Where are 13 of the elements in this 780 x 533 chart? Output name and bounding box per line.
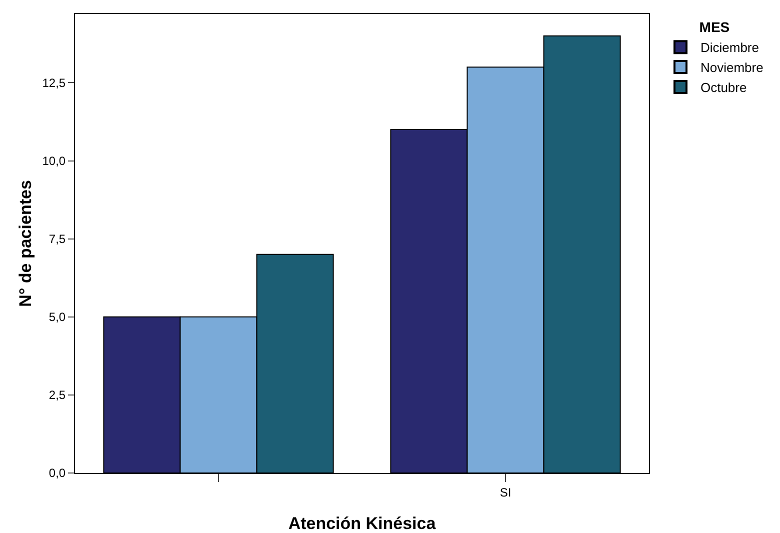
y-tick-label: 7,5 [48,232,66,246]
legend-label: Octubre [700,80,747,96]
y-tick-label: 10,0 [42,154,66,168]
legend-title: MES [699,19,730,36]
legend-label: Noviembre [700,60,764,76]
legend-label: Diciembre [700,40,759,56]
y-tick-label: 2,5 [48,388,66,402]
x-axis-title: Atención Kinésica [288,514,436,533]
y-tick-label: 5,0 [48,310,66,324]
y-tick-label: 0,0 [48,466,66,480]
y-axis-title: N° de pacientes [16,180,35,307]
y-tick-label: 12,5 [42,76,66,90]
x-tick-label: SI [500,485,512,500]
